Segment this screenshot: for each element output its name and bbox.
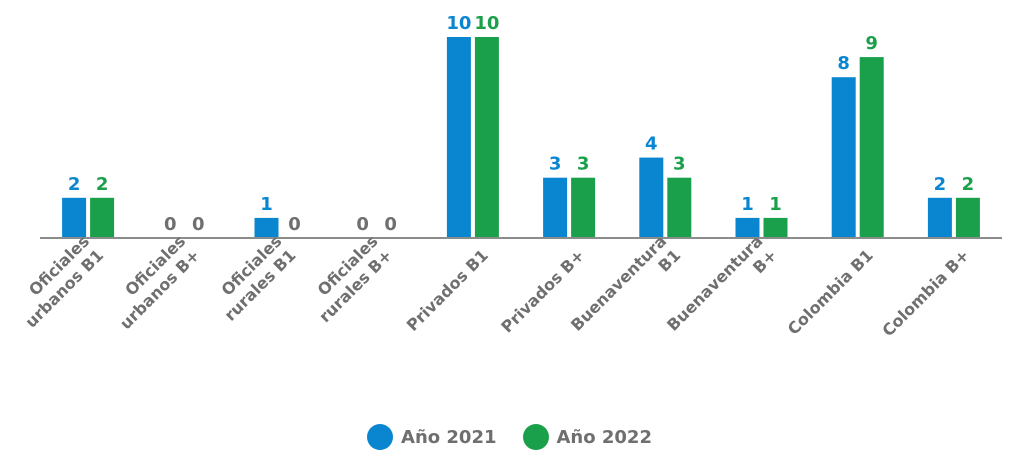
bar-2022-9 <box>955 197 980 238</box>
bar-2022-4 <box>474 37 499 238</box>
value-label-2021-2: 1 <box>260 194 273 215</box>
legend-swatch-2021 <box>367 424 394 450</box>
bar-2021-0 <box>62 197 87 238</box>
category-labels-group: Oficialesurbanos B1 Oficialesurbanos B+ Of… <box>7 231 973 348</box>
legend: Año 2021 Año 2022 <box>0 422 1019 452</box>
bar-2022-6 <box>667 177 692 238</box>
legend-item-2022: Año 2022 <box>522 424 652 450</box>
category-label-8: Colombia B1 <box>784 246 877 339</box>
bar-2022-5 <box>571 177 596 238</box>
legend-label-2021: Año 2021 <box>401 426 497 448</box>
value-label-2021-5: 3 <box>549 154 562 175</box>
bar-2021-9 <box>927 197 952 238</box>
category-label-line: Buenaventura <box>567 231 670 334</box>
value-label-2022-9: 2 <box>962 174 975 195</box>
bars-group <box>62 37 980 238</box>
category-label-3: Oficialesrurales B+ <box>301 231 396 326</box>
category-label-2: Oficialesrurales B1 <box>206 231 299 324</box>
bar-2022-8 <box>859 57 884 238</box>
value-label-2022-3: 0 <box>384 214 397 235</box>
value-label-2022-6: 3 <box>673 154 686 175</box>
bar-2021-8 <box>831 77 856 238</box>
bar-2021-5 <box>543 177 568 238</box>
value-label-2022-2: 0 <box>288 214 301 235</box>
category-label-line: Colombia B1 <box>784 246 877 339</box>
category-label-6: BuenaventuraB1 <box>567 231 684 348</box>
value-label-2021-1: 0 <box>164 214 177 235</box>
bar-2021-4 <box>446 37 471 238</box>
value-label-2022-8: 9 <box>865 33 878 54</box>
category-label-line: Buenaventura <box>663 231 766 334</box>
value-label-2022-7: 1 <box>769 194 782 215</box>
value-label-2021-9: 2 <box>934 174 947 195</box>
category-label-0: Oficialesurbanos B1 <box>7 231 107 331</box>
bar-2021-2 <box>254 217 279 238</box>
bar-2021-7 <box>735 217 760 238</box>
bar-2022-7 <box>763 217 788 238</box>
value-label-2022-1: 0 <box>192 214 205 235</box>
category-label-line: Privados B1 <box>403 246 492 335</box>
legend-swatch-2022 <box>522 424 549 450</box>
category-label-1: Oficialesurbanos B+ <box>102 231 204 333</box>
bar-2021-6 <box>639 157 664 238</box>
value-label-2021-0: 2 <box>68 174 81 195</box>
value-label-2022-4: 10 <box>474 13 499 34</box>
value-label-2021-8: 8 <box>837 53 850 74</box>
legend-label-2022: Año 2022 <box>556 426 652 448</box>
value-label-2022-0: 2 <box>96 174 109 195</box>
legend-item-2021: Año 2021 <box>367 424 497 450</box>
value-label-2021-6: 4 <box>645 134 658 155</box>
value-label-2021-4: 10 <box>446 13 471 34</box>
value-label-2022-5: 3 <box>577 154 590 175</box>
value-label-2021-7: 1 <box>741 194 754 215</box>
category-label-9: Colombia B+ <box>878 246 973 341</box>
category-label-line: Colombia B+ <box>878 246 973 341</box>
bar-2022-0 <box>90 197 115 238</box>
category-label-4: Privados B1 <box>403 246 492 335</box>
value-label-2021-3: 0 <box>356 214 369 235</box>
category-label-7: BuenaventuraB+ <box>663 231 780 348</box>
